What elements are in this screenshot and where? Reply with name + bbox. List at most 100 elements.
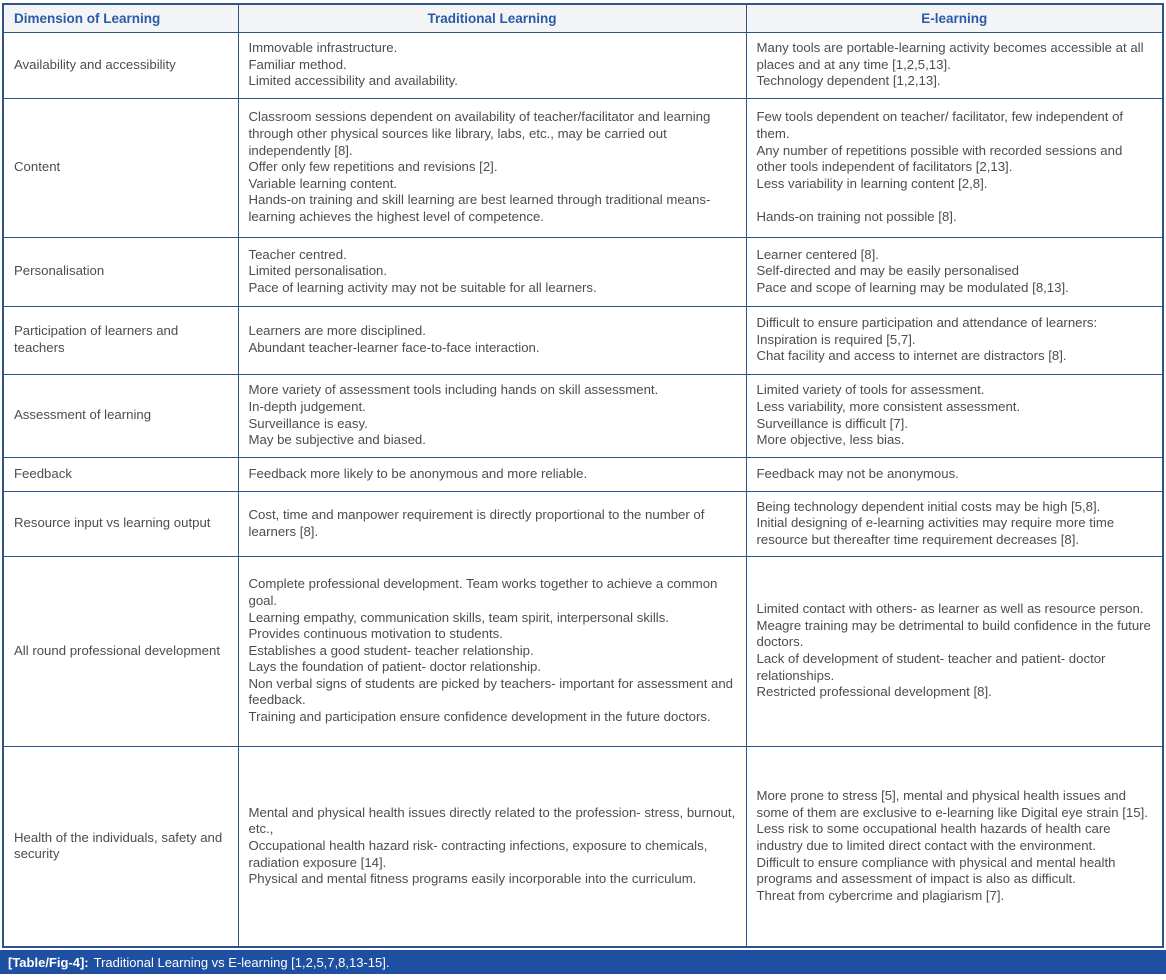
traditional-cell: Cost, time and manpower requirement is d… bbox=[237, 490, 747, 557]
dimension-cell: All round professional development bbox=[2, 555, 239, 747]
cell-line: Feedback more likely to be anonymous and… bbox=[248, 465, 588, 481]
cell-line: Self-directed and may be easily personal… bbox=[756, 263, 1019, 279]
cell-line: Establishes a good student- teacher rela… bbox=[248, 642, 534, 658]
elearning-cell: More prone to stress [5], mental and phy… bbox=[745, 745, 1164, 948]
comparison-table: Dimension of Learning Traditional Learni… bbox=[2, 3, 1164, 948]
cell-line: Less variability, more consistent assess… bbox=[756, 398, 1021, 414]
cell-line: Less variability in learning content [2,… bbox=[756, 175, 988, 191]
elearning-cell: Difficult to ensure participation and at… bbox=[745, 305, 1164, 375]
cell-line: Less risk to some occupational health ha… bbox=[756, 821, 1111, 853]
table-caption: [Table/Fig-4]: Traditional Learning vs E… bbox=[0, 950, 1166, 974]
cell-line: More prone to stress [5], mental and phy… bbox=[756, 788, 1148, 820]
cell-line: Initial designing of e-learning activiti… bbox=[756, 515, 1115, 547]
cell-line: May be subjective and biased. bbox=[248, 432, 426, 448]
cell-line bbox=[757, 192, 1153, 209]
cell-line: Immovable infrastructure. bbox=[248, 40, 398, 56]
elearning-cell: Few tools dependent on teacher/ facilita… bbox=[745, 97, 1164, 238]
dimension-cell: Personalisation bbox=[2, 236, 239, 307]
cell-line: More variety of assessment tools includi… bbox=[248, 382, 659, 398]
cell-line: Inspiration is required [5,7]. bbox=[756, 331, 916, 347]
traditional-cell: Teacher centred. Limited personalisation.… bbox=[237, 236, 747, 307]
column-header-dimension: Dimension of Learning bbox=[2, 3, 239, 33]
traditional-cell: Complete professional development. Team … bbox=[237, 555, 747, 747]
dimension-cell: Assessment of learning bbox=[2, 373, 239, 458]
cell-line: Learning empathy, communication skills, … bbox=[248, 609, 669, 625]
cell-line: Lays the foundation of patient- doctor r… bbox=[248, 659, 542, 675]
cell-line: Pace and scope of learning may be modula… bbox=[756, 279, 1069, 295]
cell-line: Restricted professional development [8]. bbox=[756, 684, 992, 700]
cell-line: Technology dependent [1,2,13]. bbox=[756, 73, 941, 89]
cell-line: Physical and mental fitness programs eas… bbox=[248, 871, 697, 887]
elearning-cell: Learner centered [8]. Self-directed and m… bbox=[745, 236, 1164, 307]
cell-line: Feedback may not be anonymous. bbox=[756, 465, 959, 481]
cell-line: Teacher centred. bbox=[248, 246, 347, 262]
elearning-cell: Limited contact with others- as learner … bbox=[745, 555, 1164, 747]
cell-line: Pace of learning activity may not be sui… bbox=[248, 279, 597, 295]
cell-line: More objective, less bias. bbox=[756, 432, 905, 448]
cell-line: Learner centered [8]. bbox=[756, 246, 879, 262]
cell-line: Cost, time and manpower requirement is d… bbox=[248, 506, 705, 539]
cell-line: Mental and physical health issues direct… bbox=[248, 804, 736, 837]
table-row: Content Classroom sessions dependent on … bbox=[2, 97, 1164, 238]
dimension-cell: Resource input vs learning output bbox=[2, 490, 239, 557]
elearning-cell: Many tools are portable-learning activit… bbox=[745, 31, 1164, 99]
dimension-cell: Feedback bbox=[2, 456, 239, 492]
cell-line: Offer only few repetitions and revisions… bbox=[248, 159, 498, 175]
cell-line: Limited personalisation. bbox=[248, 263, 388, 279]
cell-line: Meagre training may be detrimental to bu… bbox=[756, 617, 1151, 650]
traditional-cell: Mental and physical health issues direct… bbox=[237, 745, 747, 948]
cell-line: Any number of repetitions possible with … bbox=[756, 142, 1123, 175]
dimension-cell: Content bbox=[2, 97, 239, 238]
cell-line: Variable learning content. bbox=[248, 175, 398, 191]
cell-line: Non verbal signs of students are picked … bbox=[248, 675, 734, 708]
table-row: Health of the individuals, safety and se… bbox=[2, 745, 1164, 948]
cell-line: Familiar method. bbox=[248, 56, 347, 72]
table-row: Feedback Feedback more likely to be anon… bbox=[2, 456, 1164, 492]
cell-line: Lack of development of student- teacher … bbox=[756, 651, 1106, 683]
traditional-cell: Immovable infrastructure. Familiar method… bbox=[237, 31, 747, 99]
cell-line: Few tools dependent on teacher/ facilita… bbox=[756, 109, 1124, 142]
column-header-elearning: E-learning bbox=[745, 3, 1164, 33]
cell-line: Limited contact with others- as learner … bbox=[756, 601, 1144, 617]
cell-line: Provides continuous motivation to studen… bbox=[248, 626, 503, 642]
table-row: Availability and accessibility Immovable… bbox=[2, 31, 1164, 99]
table-row: Assessment of learning More variety of a… bbox=[2, 373, 1164, 458]
cell-line: Classroom sessions dependent on availabi… bbox=[248, 109, 711, 158]
traditional-cell: Classroom sessions dependent on availabi… bbox=[237, 97, 747, 238]
table-row: All round professional development Compl… bbox=[2, 555, 1164, 747]
elearning-cell: Limited variety of tools for assessment.… bbox=[745, 373, 1164, 458]
elearning-cell: Feedback may not be anonymous. bbox=[745, 456, 1164, 492]
cell-line: Difficult to ensure compliance with phys… bbox=[756, 854, 1116, 887]
cell-line: Limited accessibility and availability. bbox=[248, 73, 458, 89]
column-header-traditional: Traditional Learning bbox=[237, 3, 747, 33]
cell-line: In-depth judgement. bbox=[248, 398, 366, 414]
cell-line: Many tools are portable-learning activit… bbox=[756, 40, 1144, 72]
cell-line: Surveillance is difficult [7]. bbox=[756, 415, 908, 431]
caption-label: [Table/Fig-4]: bbox=[8, 954, 89, 970]
cell-line: Surveillance is easy. bbox=[248, 415, 368, 431]
caption-text: Traditional Learning vs E-learning [1,2,… bbox=[93, 954, 390, 970]
cell-line: Threat from cybercrime and plagiarism [7… bbox=[756, 887, 1005, 903]
cell-line: Hands-on training not possible [8]. bbox=[756, 208, 957, 224]
header-row: Dimension of Learning Traditional Learni… bbox=[2, 3, 1164, 33]
traditional-cell: More variety of assessment tools includi… bbox=[237, 373, 747, 458]
traditional-cell: Feedback more likely to be anonymous and… bbox=[237, 456, 747, 492]
cell-line: Learners are more disciplined. bbox=[248, 323, 426, 339]
cell-line: Complete professional development. Team … bbox=[248, 576, 718, 608]
dimension-cell: Health of the individuals, safety and se… bbox=[2, 745, 239, 948]
page: Dimension of Learning Traditional Learni… bbox=[0, 3, 1166, 974]
traditional-cell: Learners are more disciplined. Abundant t… bbox=[237, 305, 747, 375]
table-header: Dimension of Learning Traditional Learni… bbox=[2, 3, 1164, 33]
elearning-cell: Being technology dependent initial costs… bbox=[745, 490, 1164, 557]
table-row: Resource input vs learning output Cost, … bbox=[2, 490, 1164, 557]
cell-line: Abundant teacher-learner face-to-face in… bbox=[248, 340, 540, 355]
cell-line: Training and participation ensure confid… bbox=[248, 709, 711, 725]
cell-line: Chat facility and access to internet are… bbox=[756, 348, 1067, 364]
table-row: Participation of learners and teachers L… bbox=[2, 305, 1164, 375]
dimension-cell: Participation of learners and teachers bbox=[2, 305, 239, 375]
cell-line: Difficult to ensure participation and at… bbox=[756, 315, 1098, 331]
table-body: Availability and accessibility Immovable… bbox=[2, 31, 1164, 948]
cell-line: Being technology dependent initial costs… bbox=[756, 498, 1101, 514]
table-row: Personalisation Teacher centred. Limited … bbox=[2, 236, 1164, 307]
dimension-cell: Availability and accessibility bbox=[2, 31, 239, 99]
